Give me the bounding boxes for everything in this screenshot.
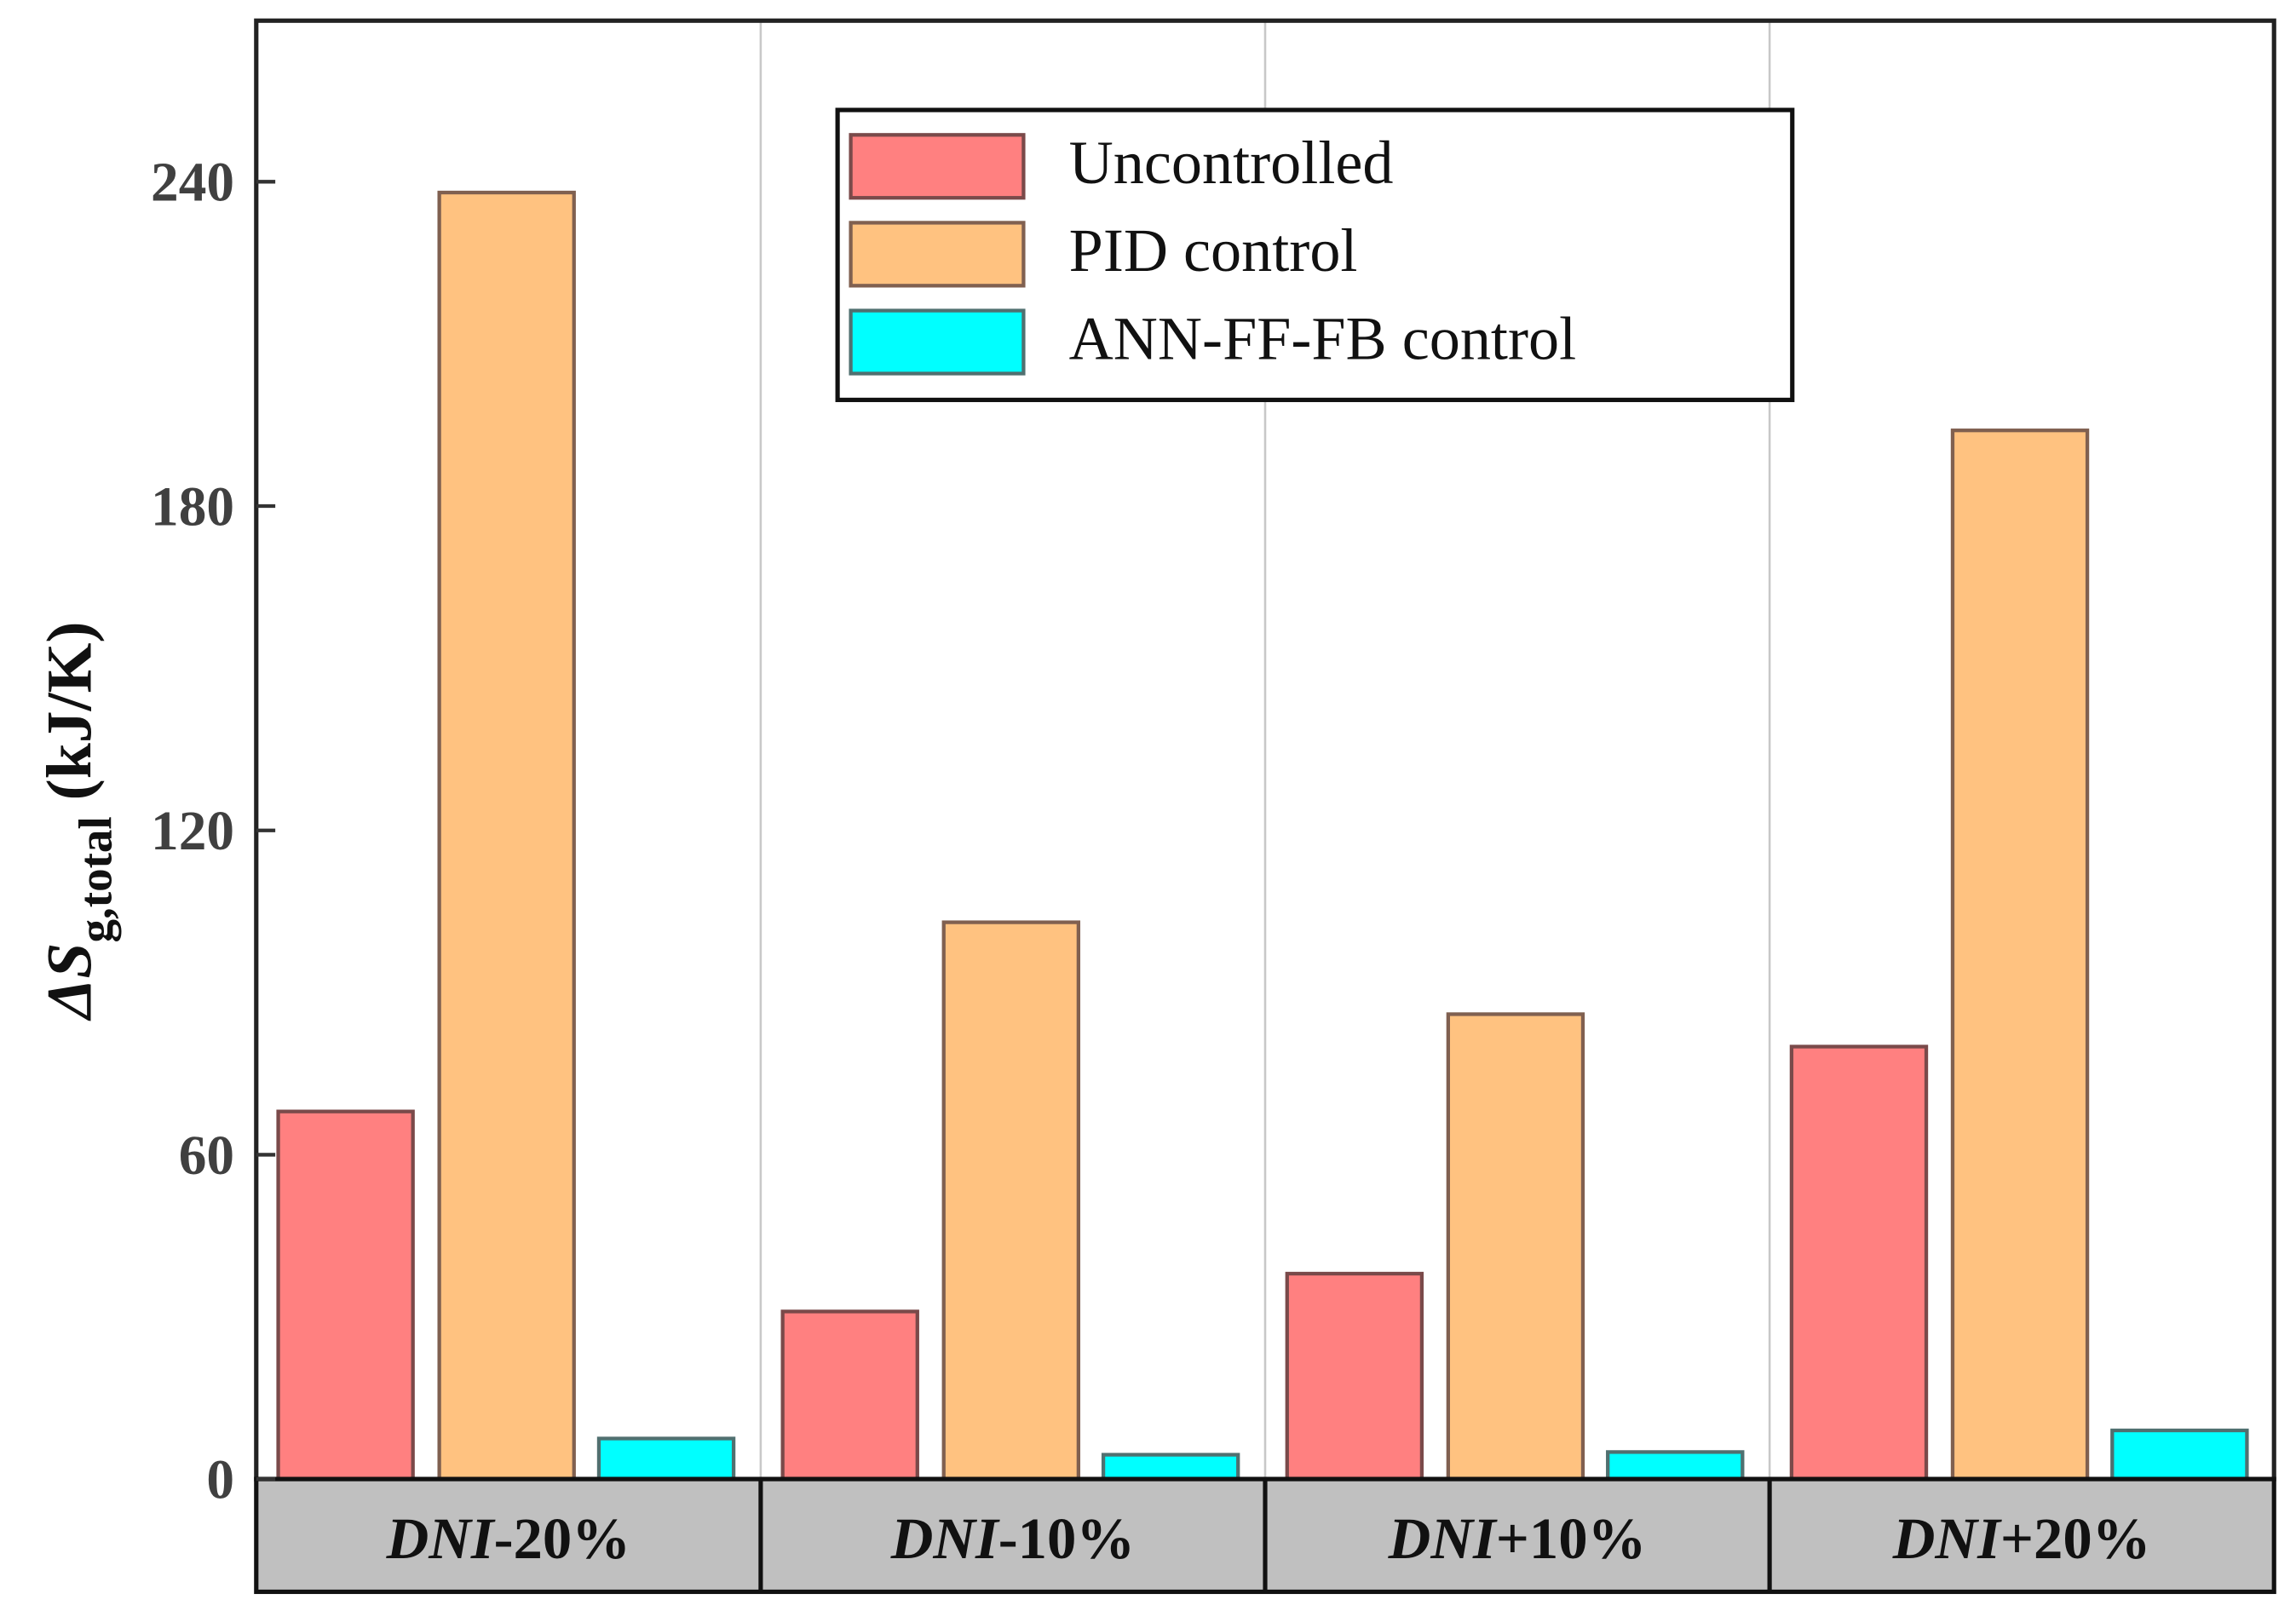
category-labels: DNI-20% DNI-10% DNI+10% DNI+20% [386,1506,2151,1571]
y-axis-label: ΔSg,total (kJ/K) [35,621,122,1021]
bar-pid-control-0 [437,190,576,1482]
bar-ann-ff-fb-control-0 [596,1436,736,1482]
bar-uncontrolled-2 [1285,1271,1424,1482]
bar-ann-ff-fb-control-1 [1101,1453,1240,1482]
bar-ann-ff-fb-control-2 [1606,1450,1745,1482]
y-tick-label: 120 [151,801,234,862]
bar-uncontrolled-3 [1789,1044,1929,1482]
legend-swatch [849,308,1026,376]
bar-uncontrolled-1 [780,1309,919,1482]
category-separators [758,1479,1772,1592]
category-label: DNI+20% [1892,1506,2151,1571]
legend: Uncontrolled PID control ANN-FF-FB control [835,107,1795,402]
y-tick-label: 0 [206,1449,234,1510]
legend-swatch [849,133,1026,200]
legend-swatch [849,221,1026,288]
y-tick-label: 60 [179,1125,234,1187]
category-label: DNI-20% [386,1506,630,1571]
y-tick-label: 240 [151,152,234,214]
category-label: DNI+10% [1388,1506,1647,1571]
bar-ann-ff-fb-control-3 [2110,1428,2249,1482]
bar-uncontrolled-0 [276,1109,415,1482]
legend-label: ANN-FF-FB control [1069,304,1576,372]
bar-pid-control-3 [1950,429,2090,1482]
category-label: DNI-10% [890,1506,1135,1571]
legend-label: PID control [1069,216,1358,285]
y-tick-label: 180 [151,476,234,538]
y-axis-ticks: 0 60 120 180 240 [151,152,276,1510]
bar-pid-control-2 [1446,1012,1585,1482]
bars [276,190,2249,1482]
legend-label: Uncontrolled [1069,129,1394,197]
bar-pid-control-1 [941,920,1081,1482]
